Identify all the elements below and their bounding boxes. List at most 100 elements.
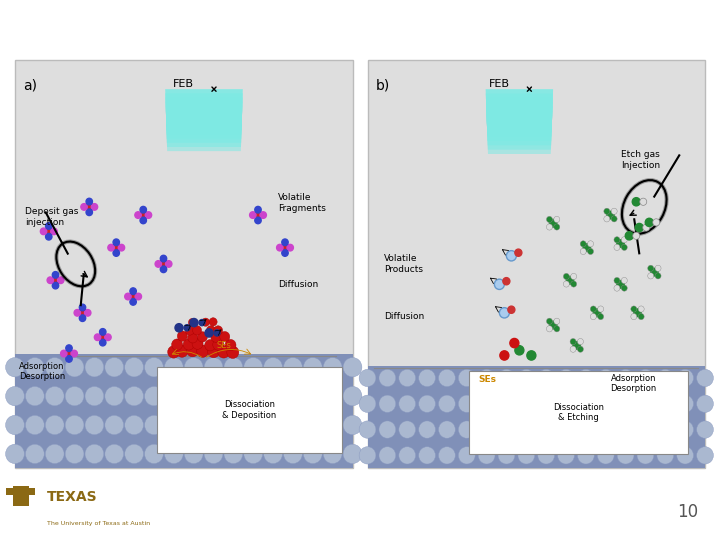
Circle shape	[399, 447, 415, 464]
Circle shape	[104, 334, 111, 341]
Circle shape	[621, 244, 627, 251]
Circle shape	[572, 341, 581, 349]
Text: Volatile
Fragments: Volatile Fragments	[278, 193, 326, 213]
Circle shape	[697, 395, 714, 413]
Circle shape	[478, 395, 495, 413]
Circle shape	[657, 447, 674, 464]
Circle shape	[570, 339, 576, 345]
Circle shape	[500, 308, 509, 318]
Circle shape	[633, 232, 640, 239]
Circle shape	[145, 212, 152, 218]
Bar	[469, 371, 688, 454]
Circle shape	[105, 444, 124, 464]
Circle shape	[184, 415, 203, 435]
Text: Deposit gas
injection: Deposit gas injection	[25, 207, 78, 227]
Polygon shape	[166, 114, 242, 147]
Circle shape	[399, 395, 415, 413]
Circle shape	[508, 306, 515, 313]
Circle shape	[438, 447, 455, 464]
Circle shape	[254, 211, 262, 219]
Circle shape	[577, 447, 594, 464]
Circle shape	[94, 334, 101, 341]
Circle shape	[577, 395, 594, 413]
Polygon shape	[166, 106, 243, 139]
Circle shape	[303, 415, 322, 435]
Circle shape	[85, 444, 104, 464]
Circle shape	[498, 369, 515, 387]
Circle shape	[614, 278, 620, 284]
Circle shape	[250, 212, 256, 218]
Circle shape	[125, 444, 143, 464]
Circle shape	[611, 208, 617, 214]
Circle shape	[518, 369, 535, 387]
Circle shape	[549, 219, 557, 227]
Circle shape	[65, 357, 84, 377]
Circle shape	[99, 339, 106, 346]
Circle shape	[85, 387, 104, 406]
Circle shape	[188, 333, 198, 343]
Text: Adsorption
Desorption: Adsorption Desorption	[19, 362, 66, 381]
Circle shape	[105, 357, 124, 377]
Circle shape	[190, 319, 198, 327]
Circle shape	[645, 218, 653, 226]
Circle shape	[164, 444, 183, 464]
Circle shape	[697, 421, 714, 438]
Circle shape	[50, 228, 57, 235]
Circle shape	[500, 351, 509, 360]
Circle shape	[515, 249, 522, 256]
Circle shape	[379, 369, 396, 387]
Circle shape	[53, 272, 59, 278]
Circle shape	[478, 447, 495, 464]
Circle shape	[303, 387, 322, 406]
Circle shape	[359, 369, 376, 387]
Circle shape	[164, 387, 183, 406]
Circle shape	[506, 251, 516, 261]
Circle shape	[202, 318, 210, 326]
Circle shape	[211, 332, 221, 342]
Circle shape	[379, 447, 396, 464]
Circle shape	[65, 444, 84, 464]
Circle shape	[617, 369, 634, 387]
Circle shape	[199, 320, 205, 326]
Circle shape	[399, 369, 415, 387]
Circle shape	[108, 244, 114, 251]
Circle shape	[65, 387, 84, 406]
Circle shape	[86, 198, 92, 205]
Circle shape	[183, 339, 194, 350]
Circle shape	[637, 369, 654, 387]
Polygon shape	[487, 115, 552, 150]
Circle shape	[184, 444, 203, 464]
Text: a): a)	[23, 79, 37, 93]
Circle shape	[616, 239, 625, 248]
Bar	[367, 366, 705, 468]
Circle shape	[71, 350, 78, 357]
Circle shape	[135, 212, 141, 218]
Circle shape	[598, 421, 614, 438]
Circle shape	[113, 249, 120, 256]
Circle shape	[204, 415, 223, 435]
Circle shape	[85, 415, 104, 435]
Circle shape	[244, 387, 263, 406]
Circle shape	[85, 357, 104, 377]
Circle shape	[105, 415, 124, 435]
Circle shape	[224, 387, 243, 406]
Circle shape	[617, 447, 634, 464]
Circle shape	[631, 314, 636, 320]
Circle shape	[577, 421, 594, 438]
Circle shape	[184, 387, 203, 406]
Circle shape	[264, 415, 282, 435]
Circle shape	[287, 244, 294, 251]
Circle shape	[130, 299, 136, 305]
Bar	[15, 60, 353, 468]
Circle shape	[99, 333, 107, 341]
Circle shape	[189, 319, 197, 327]
Circle shape	[598, 395, 614, 413]
Circle shape	[79, 315, 86, 321]
Circle shape	[697, 369, 714, 387]
Circle shape	[640, 198, 647, 205]
Polygon shape	[486, 98, 553, 132]
Circle shape	[459, 447, 475, 464]
Circle shape	[197, 332, 207, 342]
Circle shape	[25, 357, 44, 377]
Circle shape	[621, 285, 627, 291]
